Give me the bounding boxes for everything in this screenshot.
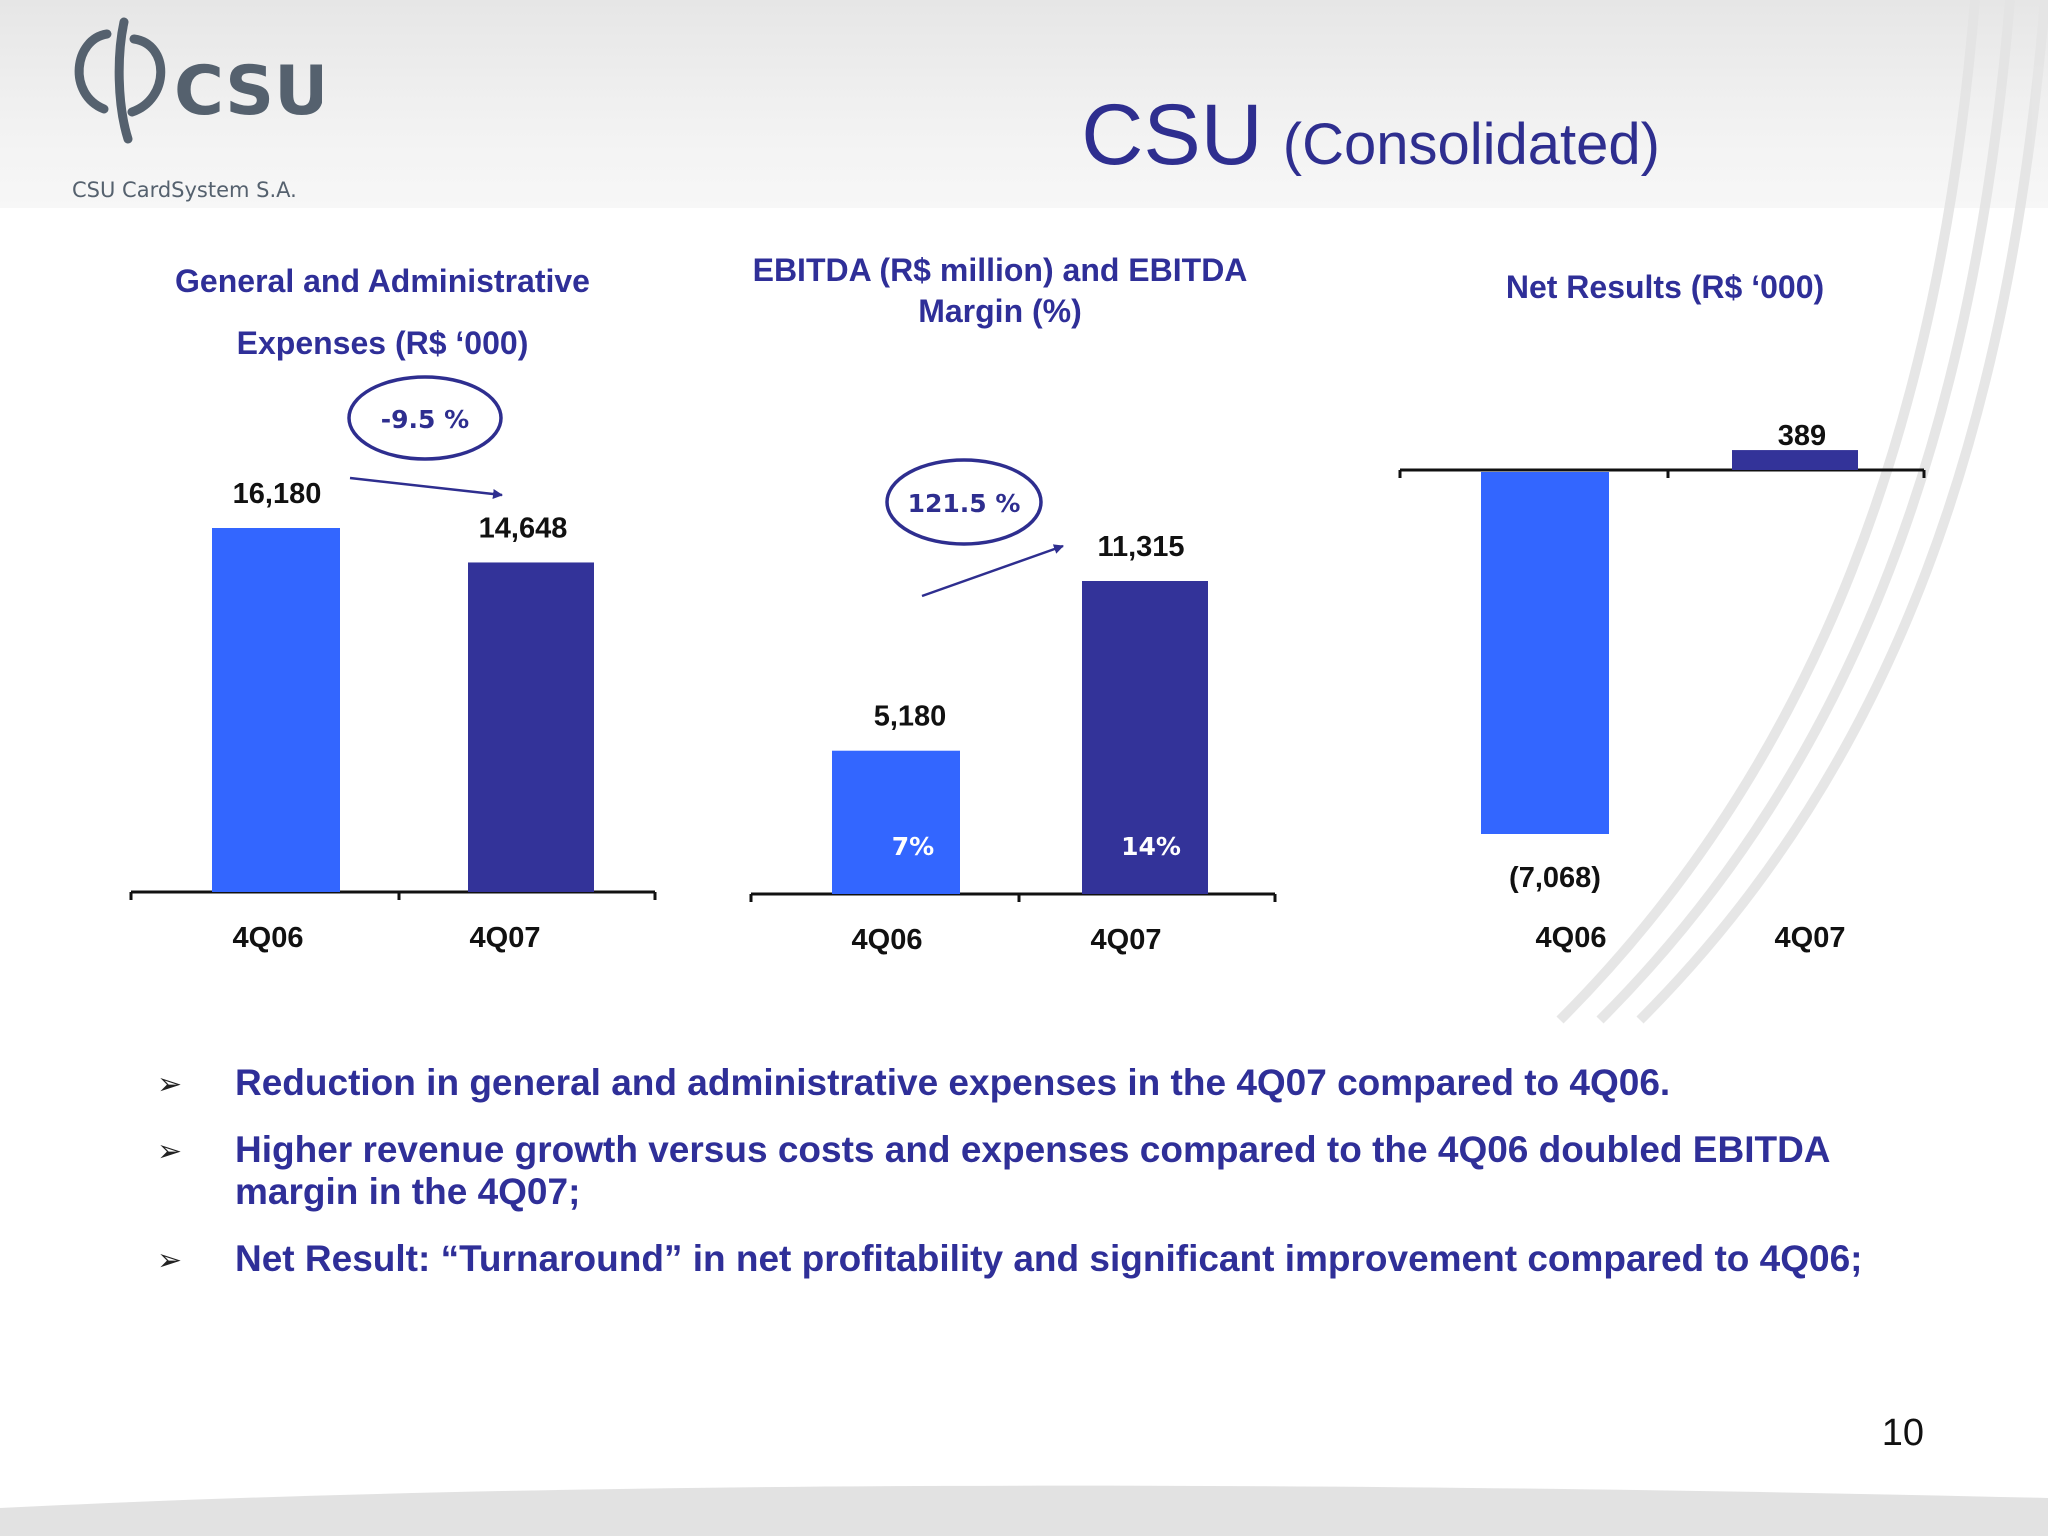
bullet-text: Net Result: “Turnaround” in net profitab… — [235, 1238, 1863, 1279]
bullet-item: ➢ Higher revenue growth versus costs and … — [155, 1129, 1955, 1213]
chart2: 5,180 11,315 7% 14% 4Q06 4Q07 121.5 % — [749, 458, 1277, 956]
chart1-bar-4q07 — [468, 562, 594, 892]
logo-text: CSU — [174, 52, 322, 131]
header-band — [0, 0, 2048, 208]
bullet-item: ➢ Net Result: “Turnaround” in net profita… — [155, 1238, 1955, 1280]
csu-logo: CSU — [74, 17, 322, 144]
chart1-category-4q06: 4Q06 — [233, 922, 304, 954]
arrowhead-bullet-icon: ➢ — [157, 1134, 183, 1169]
chart2-bar-4q06 — [832, 750, 960, 894]
chart3-bar-4q07 — [1732, 450, 1858, 470]
arrowhead-bullet-icon: ➢ — [157, 1243, 183, 1278]
chart3-category-4q07: 4Q07 — [1775, 922, 1846, 954]
footer-band — [0, 1485, 2048, 1536]
chart1-value-label-4q07: 14,648 — [479, 512, 568, 544]
slide-title: CSU (Consolidated) — [1081, 85, 1660, 195]
chart2-annotation: 121.5 % — [908, 489, 1021, 518]
chart1: 16,180 14,648 4Q06 4Q07 -9.5 % — [129, 375, 657, 954]
chart3-value-label-4q07: 389 — [1778, 420, 1826, 452]
chart2-bar-4q07 — [1082, 581, 1208, 894]
chart1-title-line-1: General and Administrative — [175, 263, 590, 299]
chart1-title: General and Administrative Expenses (R$ … — [120, 250, 645, 374]
chart3-value-label-4q06: (7,068) — [1509, 862, 1601, 894]
logo-tagline: CSU CardSystem S.A. — [72, 178, 297, 202]
chart2-margin-label-4q06: 7% — [892, 832, 934, 861]
chart3-title-line-1: Net Results (R$ ‘000) — [1505, 269, 1825, 305]
chart3: (7,068) 389 4Q06 4Q07 — [1398, 420, 1926, 954]
chart1-bar-4q06 — [212, 528, 340, 892]
chart3-title: Net Results (R$ ‘000) — [1400, 267, 1930, 308]
chart2-annotation-ellipse — [885, 458, 1043, 546]
chart2-category-4q07: 4Q07 — [1091, 924, 1162, 956]
bullet-text: Reduction in general and administrative … — [235, 1062, 1671, 1103]
chart2-title: EBITDA (R$ million) and EBITDA Margin (%… — [700, 250, 1300, 332]
chart2-title-line-2: Margin (%) — [918, 293, 1082, 329]
chart2-margin-label-4q07: 14% — [1121, 832, 1181, 861]
chart1-value-label-4q06: 16,180 — [233, 478, 322, 510]
chart3-bar-4q06 — [1481, 472, 1609, 834]
chart1-title-line-2: Expenses (R$ ‘000) — [236, 325, 529, 361]
chart1-category-4q07: 4Q07 — [470, 922, 541, 954]
chart3-category-4q06: 4Q06 — [1536, 922, 1607, 954]
chart2-title-line-1: EBITDA (R$ million) and EBITDA — [752, 252, 1248, 288]
chart2-category-4q06: 4Q06 — [852, 924, 923, 956]
chart1-annotation-ellipse — [347, 375, 503, 461]
chart1-annotation-arrow — [349, 476, 503, 499]
charts-canvas: 16,180 14,648 4Q06 4Q07 -9.5 % 5,180 11,… — [129, 375, 1926, 956]
title-subtitle: (Consolidated) — [1282, 112, 1660, 177]
bullet-text: Higher revenue growth versus costs and e… — [235, 1129, 1830, 1212]
bullet-item: ➢ Reduction in general and administrative… — [155, 1062, 1955, 1104]
page-number: 10 — [1881, 1412, 1924, 1454]
chart2-value-label-4q06: 5,180 — [874, 701, 947, 733]
chart2-annotation-arrow — [921, 544, 1064, 598]
arrowhead-bullet-icon: ➢ — [157, 1067, 183, 1102]
chart2-value-label-4q07: 11,315 — [1097, 531, 1184, 563]
bullet-list: ➢ Reduction in general and administrative… — [155, 1062, 1955, 1305]
chart1-annotation: -9.5 % — [381, 405, 469, 434]
title-main: CSU — [1081, 87, 1263, 183]
